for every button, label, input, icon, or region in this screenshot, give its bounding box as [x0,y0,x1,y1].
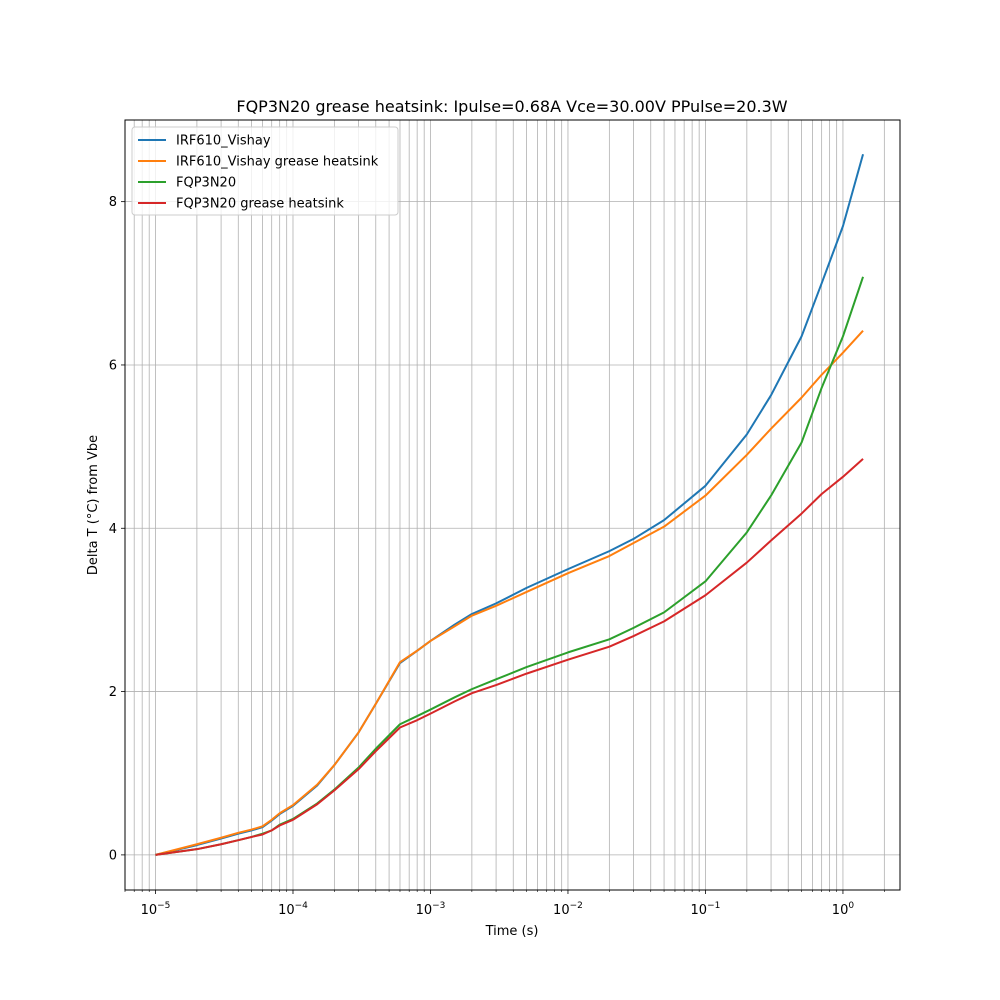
y-axis: 0 2 4 6 8 [109,195,125,863]
legend-box [131,126,399,216]
y-tick-label: 4 [109,522,117,537]
x-axis: 10−5 10−4 10−3 10−2 10−1 100 [124,890,885,918]
legend-label: FQP3N20 grease heatsink [176,197,344,212]
y-tick-label: 2 [109,685,117,700]
y-tick-label: 6 [109,358,117,373]
x-tick-label: 10−1 [691,901,721,918]
gridlines [124,120,900,890]
plot-frame [124,119,901,891]
y-tick-label: 0 [109,848,117,863]
series-line-4 [155,458,864,856]
x-axis-label: Time (s) [485,924,539,939]
x-tick-label: 10−3 [416,901,446,918]
x-tick-label: 10−5 [141,901,171,918]
y-axis-label: Delta T (°C) from Vbe [86,435,101,575]
y-tick-label: 8 [109,195,117,210]
legend-label: FQP3N20 [176,176,236,191]
chart-title: FQP3N20 grease heatsink: Ipulse=0.68A Vc… [236,97,787,116]
legend: IRF610_Vishay IRF610_Vishay grease heatsi… [131,126,399,216]
x-tick-label: 100 [832,901,855,918]
legend-label: IRF610_Vishay [176,134,271,149]
series-line-2 [155,329,864,856]
x-tick-label: 10−2 [553,901,583,918]
series-lines [155,154,865,856]
legend-label: IRF610_Vishay grease heatsink [176,155,379,170]
x-tick-label: 10−4 [278,901,308,918]
